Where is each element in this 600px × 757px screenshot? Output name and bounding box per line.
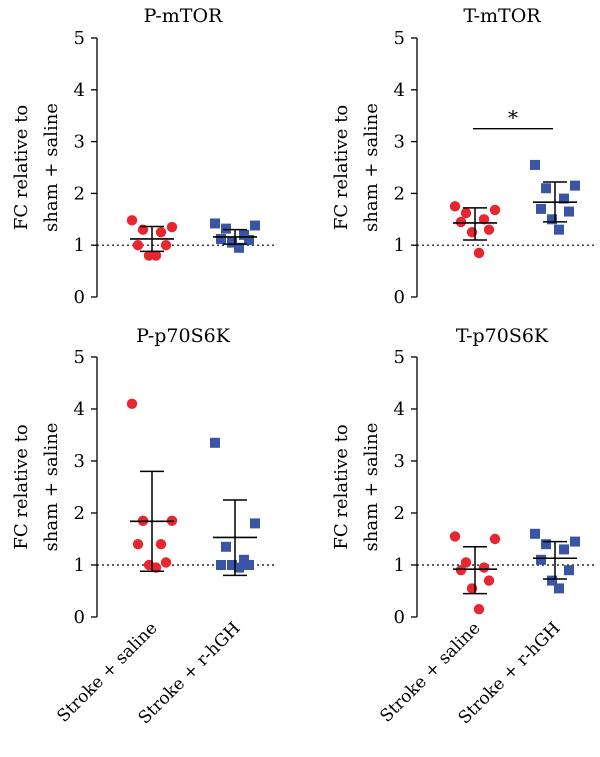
data-point-saline xyxy=(160,557,172,568)
y-tick-label: 5 xyxy=(394,28,405,49)
y-tick-label: 0 xyxy=(74,287,85,308)
data-point-saline xyxy=(460,207,472,219)
data-point-rhgh xyxy=(541,183,551,194)
data-point-rhgh xyxy=(244,560,254,570)
data-point-rhgh xyxy=(239,554,249,565)
data-point-rhgh xyxy=(570,180,580,191)
data-point-rhgh xyxy=(536,203,546,214)
data-point-saline xyxy=(155,227,167,238)
data-point-rhgh xyxy=(559,544,569,555)
data-point-rhgh xyxy=(541,539,551,550)
data-point-rhgh xyxy=(234,562,244,573)
y-axis-label: FC relative to xyxy=(331,105,352,230)
data-point-saline xyxy=(132,539,144,550)
data-point-rhgh xyxy=(216,233,226,244)
y-tick-label: 3 xyxy=(394,451,405,472)
data-point-saline xyxy=(489,533,501,545)
y-tick-label: 0 xyxy=(74,607,85,628)
y-tick-label: 1 xyxy=(394,235,405,256)
panel-t-p70s6k: T-p70S6K FC relative to sham + saline 0 1 2 3 4… xyxy=(331,325,597,728)
y-tick-label: 1 xyxy=(394,555,405,576)
y-tick-label: 2 xyxy=(394,183,405,204)
data-point-saline xyxy=(155,539,167,550)
y-axis-label: sham + saline xyxy=(361,423,382,552)
panel-t-mtor: T-mTOR FC relative to sham + saline 0 1 2 3 4 5 * xyxy=(331,5,597,308)
data-point-rhgh xyxy=(547,575,557,586)
data-point-rhgh xyxy=(244,235,254,246)
chart-title: P-mTOR xyxy=(144,5,223,27)
y-axis-label: sham + saline xyxy=(361,103,382,232)
data-point-saline xyxy=(478,214,490,225)
data-point-saline xyxy=(126,215,138,226)
data-point-rhgh xyxy=(216,560,226,570)
data-point-rhgh xyxy=(239,229,249,240)
y-tick-label: 4 xyxy=(394,80,405,101)
y-tick-label: 1 xyxy=(74,235,85,256)
panel-p-p70s6k: P-p70S6K FC relative to sham + saline 0 1 2 3 4… xyxy=(11,325,277,728)
data-point-rhgh xyxy=(221,541,231,552)
data-point-rhgh xyxy=(547,214,557,225)
data-point-saline xyxy=(478,562,490,573)
y-tick-label: 2 xyxy=(74,503,85,524)
data-point-saline xyxy=(483,224,495,235)
data-point-saline xyxy=(483,575,495,586)
y-tick-label: 5 xyxy=(394,347,405,368)
data-point-saline xyxy=(132,240,144,251)
y-tick-label: 5 xyxy=(74,28,85,49)
y-tick-label: 4 xyxy=(74,399,85,420)
data-point-rhgh xyxy=(564,565,574,576)
y-tick-label: 3 xyxy=(74,132,85,153)
data-point-saline xyxy=(455,216,467,228)
y-tick-label: 2 xyxy=(394,503,405,524)
y-tick-label: 1 xyxy=(74,555,85,576)
y-tick-label: 0 xyxy=(394,287,405,308)
data-point-saline xyxy=(473,604,485,615)
data-point-rhgh xyxy=(227,237,237,248)
data-point-rhgh xyxy=(554,224,564,235)
data-point-saline xyxy=(460,557,472,568)
y-tick-label: 2 xyxy=(74,183,85,204)
data-point-rhgh xyxy=(530,528,540,539)
data-point-rhgh xyxy=(250,220,260,231)
data-point-rhgh xyxy=(221,223,231,234)
data-point-rhgh xyxy=(227,560,237,570)
y-axis-label: FC relative to xyxy=(11,424,32,549)
y-tick-label: 4 xyxy=(394,399,405,420)
data-point-rhgh xyxy=(250,518,260,529)
data-point-saline xyxy=(150,250,162,261)
data-point-rhgh xyxy=(570,536,580,547)
data-point-rhgh xyxy=(536,554,546,565)
chart-title: T-mTOR xyxy=(463,5,541,27)
panel-p-mtor: P-mTOR FC relative to sham + saline 0 1 2 3 4 5 xyxy=(11,5,277,308)
data-point-saline xyxy=(166,221,178,233)
chart-title: T-p70S6K xyxy=(456,325,549,347)
data-point-rhgh xyxy=(530,159,540,170)
data-point-rhgh xyxy=(559,193,569,204)
data-point-rhgh xyxy=(210,218,220,229)
data-point-saline xyxy=(473,247,485,259)
data-point-saline xyxy=(449,201,461,212)
data-point-rhgh xyxy=(210,437,220,448)
y-axis-label: FC relative to xyxy=(331,424,352,549)
data-point-rhgh xyxy=(234,242,244,253)
data-point-saline xyxy=(160,240,172,251)
y-tick-label: 3 xyxy=(74,451,85,472)
y-tick-label: 4 xyxy=(74,80,85,101)
y-tick-label: 3 xyxy=(394,132,405,153)
data-point-saline xyxy=(455,565,467,576)
chart-title: P-p70S6K xyxy=(136,325,231,347)
data-point-rhgh xyxy=(554,583,564,594)
data-point-saline xyxy=(489,204,501,216)
significance-label: * xyxy=(508,106,518,130)
y-tick-label: 5 xyxy=(74,347,85,368)
y-tick-label: 0 xyxy=(394,607,405,628)
y-axis-label: sham + saline xyxy=(41,103,62,232)
data-point-rhgh xyxy=(564,206,574,217)
data-point-saline xyxy=(449,531,461,542)
data-point-saline xyxy=(150,562,162,573)
y-axis-label: sham + saline xyxy=(41,423,62,552)
data-point-saline xyxy=(126,398,138,409)
y-axis-label: FC relative to xyxy=(11,105,32,230)
